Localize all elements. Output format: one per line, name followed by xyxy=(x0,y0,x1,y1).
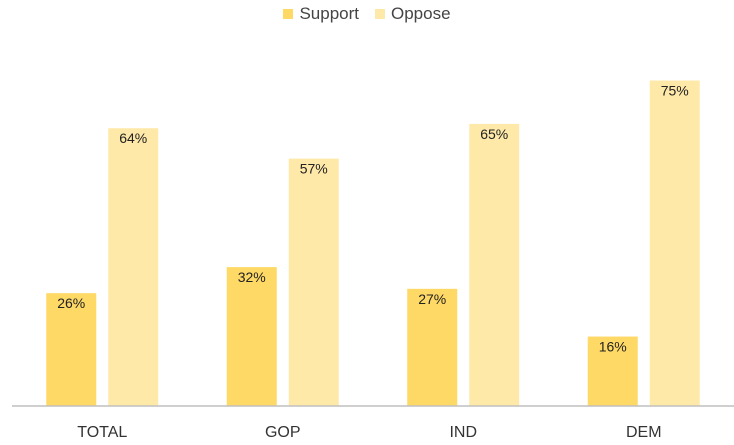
legend: Support Oppose xyxy=(0,4,734,24)
bar-support-gop xyxy=(226,267,277,406)
bar-support-ind xyxy=(407,288,458,406)
bar-support-total xyxy=(46,293,97,406)
bar-support-dem xyxy=(587,336,638,406)
legend-swatch-support xyxy=(283,9,294,19)
legend-item-support: Support xyxy=(283,4,359,24)
x-tick-label-gop: GOP xyxy=(265,424,301,440)
x-tick-label-dem: DEM xyxy=(626,424,662,440)
x-tick-label-ind: IND xyxy=(449,424,477,440)
legend-label-support: Support xyxy=(299,4,359,23)
legend-label-oppose: Oppose xyxy=(391,4,451,23)
bar-oppose-gop xyxy=(288,158,339,406)
data-label-oppose-total: 64% xyxy=(119,130,147,146)
legend-item-oppose: Oppose xyxy=(375,4,451,24)
data-label-support-gop: 32% xyxy=(238,269,266,285)
data-label-support-dem: 16% xyxy=(599,339,627,355)
data-label-support-ind: 27% xyxy=(418,291,446,307)
bar-oppose-ind xyxy=(469,123,520,407)
data-label-oppose-ind: 65% xyxy=(480,126,508,142)
x-tick-label-total: TOTAL xyxy=(77,424,127,440)
data-label-support-total: 26% xyxy=(57,295,85,311)
legend-swatch-oppose xyxy=(375,9,385,19)
bar-oppose-dem xyxy=(649,80,700,406)
data-label-oppose-dem: 75% xyxy=(661,83,689,99)
bar-oppose-total xyxy=(108,128,159,407)
data-label-oppose-gop: 57% xyxy=(300,161,328,177)
